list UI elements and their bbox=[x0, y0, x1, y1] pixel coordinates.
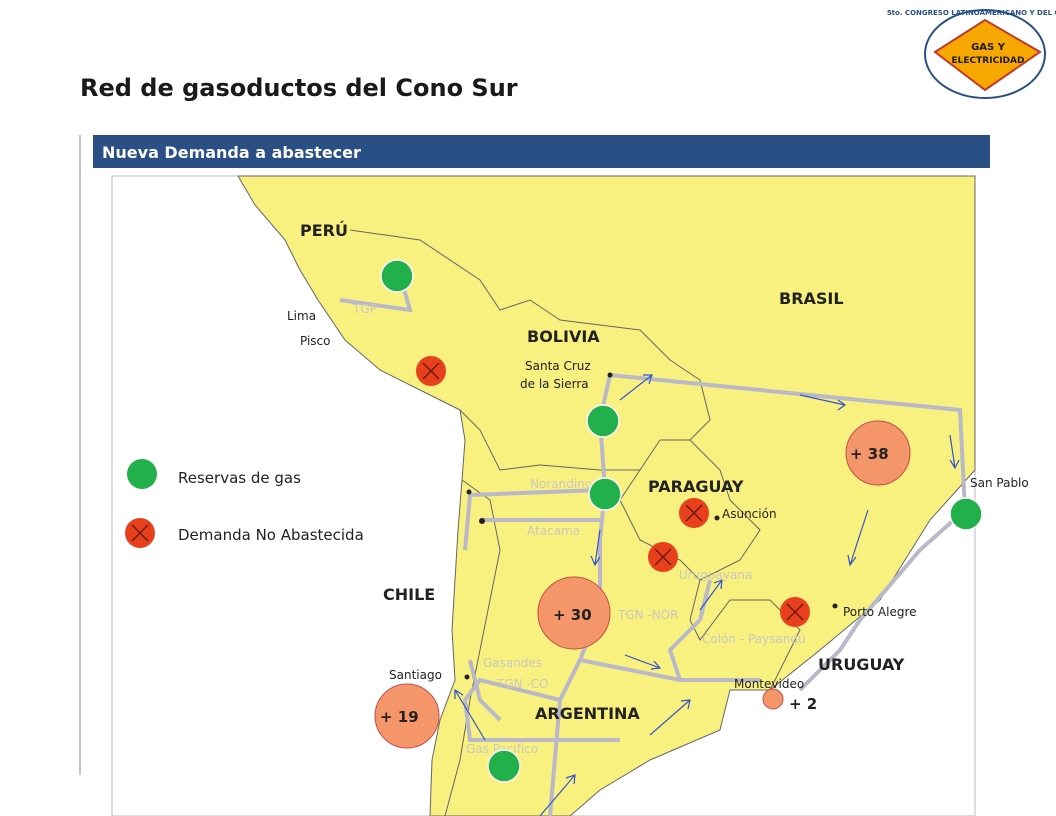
section-title: Nueva Demanda a abastecer bbox=[102, 143, 361, 162]
country-label: URUGUAY bbox=[818, 655, 905, 674]
city-label: de la Sierra bbox=[520, 377, 589, 391]
legend-swatch bbox=[125, 518, 155, 548]
country-label: PERÚ bbox=[300, 221, 348, 240]
country-label: CHILE bbox=[383, 585, 435, 604]
logo: 5to. CONGRESO LATINOAMERICANO Y DEL CARI… bbox=[887, 9, 1056, 99]
map: PERÚ BRASIL BOLIVIA PARAGUAY CHILE URUGU… bbox=[111, 175, 1029, 816]
pipeline-label: Norandino bbox=[530, 477, 592, 491]
pipeline-label: TGN -CO bbox=[496, 677, 549, 691]
pipeline-label: TGP bbox=[352, 302, 377, 316]
pipeline-label: TGN -NOR bbox=[617, 608, 679, 622]
pipeline-label: Gas Pacífico bbox=[466, 742, 538, 756]
city-label: Santiago bbox=[389, 668, 442, 682]
demand-label: + 19 bbox=[380, 708, 419, 726]
legend-swatch bbox=[127, 459, 157, 489]
logo-line: GAS Y bbox=[971, 42, 1006, 53]
logo-line: ELECTRICIDAD bbox=[952, 56, 1025, 66]
country-label: BRASIL bbox=[779, 289, 844, 308]
country-label: ARGENTINA bbox=[535, 704, 640, 723]
demand-bubbles bbox=[374, 420, 911, 749]
reserve-markers bbox=[380, 259, 983, 783]
city-dots bbox=[464, 372, 838, 680]
demand-label: + 30 bbox=[553, 606, 592, 624]
city-label: Montevideo bbox=[734, 677, 804, 691]
city-label: Santa Cruz bbox=[525, 359, 591, 373]
city-label: Porto Alegre bbox=[843, 605, 917, 619]
borders bbox=[349, 229, 801, 816]
city-label: Asunción bbox=[722, 507, 777, 521]
legend-label: Demanda No Abastecida bbox=[178, 526, 364, 544]
logo-ring: 5to. CONGRESO LATINOAMERICANO Y DEL CARI… bbox=[887, 9, 1056, 17]
pipeline-label: Colón - Paysandú bbox=[702, 632, 806, 646]
demand-label: + 2 bbox=[789, 695, 817, 713]
pipeline-label: Uruguayana bbox=[679, 568, 752, 582]
slide-title: Red de gasoductos del Cono Sur bbox=[80, 74, 518, 102]
section-banner bbox=[93, 135, 990, 168]
city-label: Lima bbox=[287, 309, 316, 323]
unsupplied-markers bbox=[416, 356, 810, 627]
city-label: Pisco bbox=[300, 334, 331, 348]
pipeline-label: Gasandes bbox=[483, 656, 542, 670]
city-label: San Pablo bbox=[970, 476, 1029, 490]
country-label: BOLIVIA bbox=[527, 327, 600, 346]
country-label: PARAGUAY bbox=[648, 477, 744, 496]
pipeline-label: Atacama bbox=[527, 524, 580, 538]
demand-label: + 38 bbox=[850, 445, 889, 463]
legend: Reservas de gas Demanda No Abastecida bbox=[125, 459, 364, 548]
legend-label: Reservas de gas bbox=[178, 469, 301, 487]
flow-arrows bbox=[454, 374, 960, 816]
